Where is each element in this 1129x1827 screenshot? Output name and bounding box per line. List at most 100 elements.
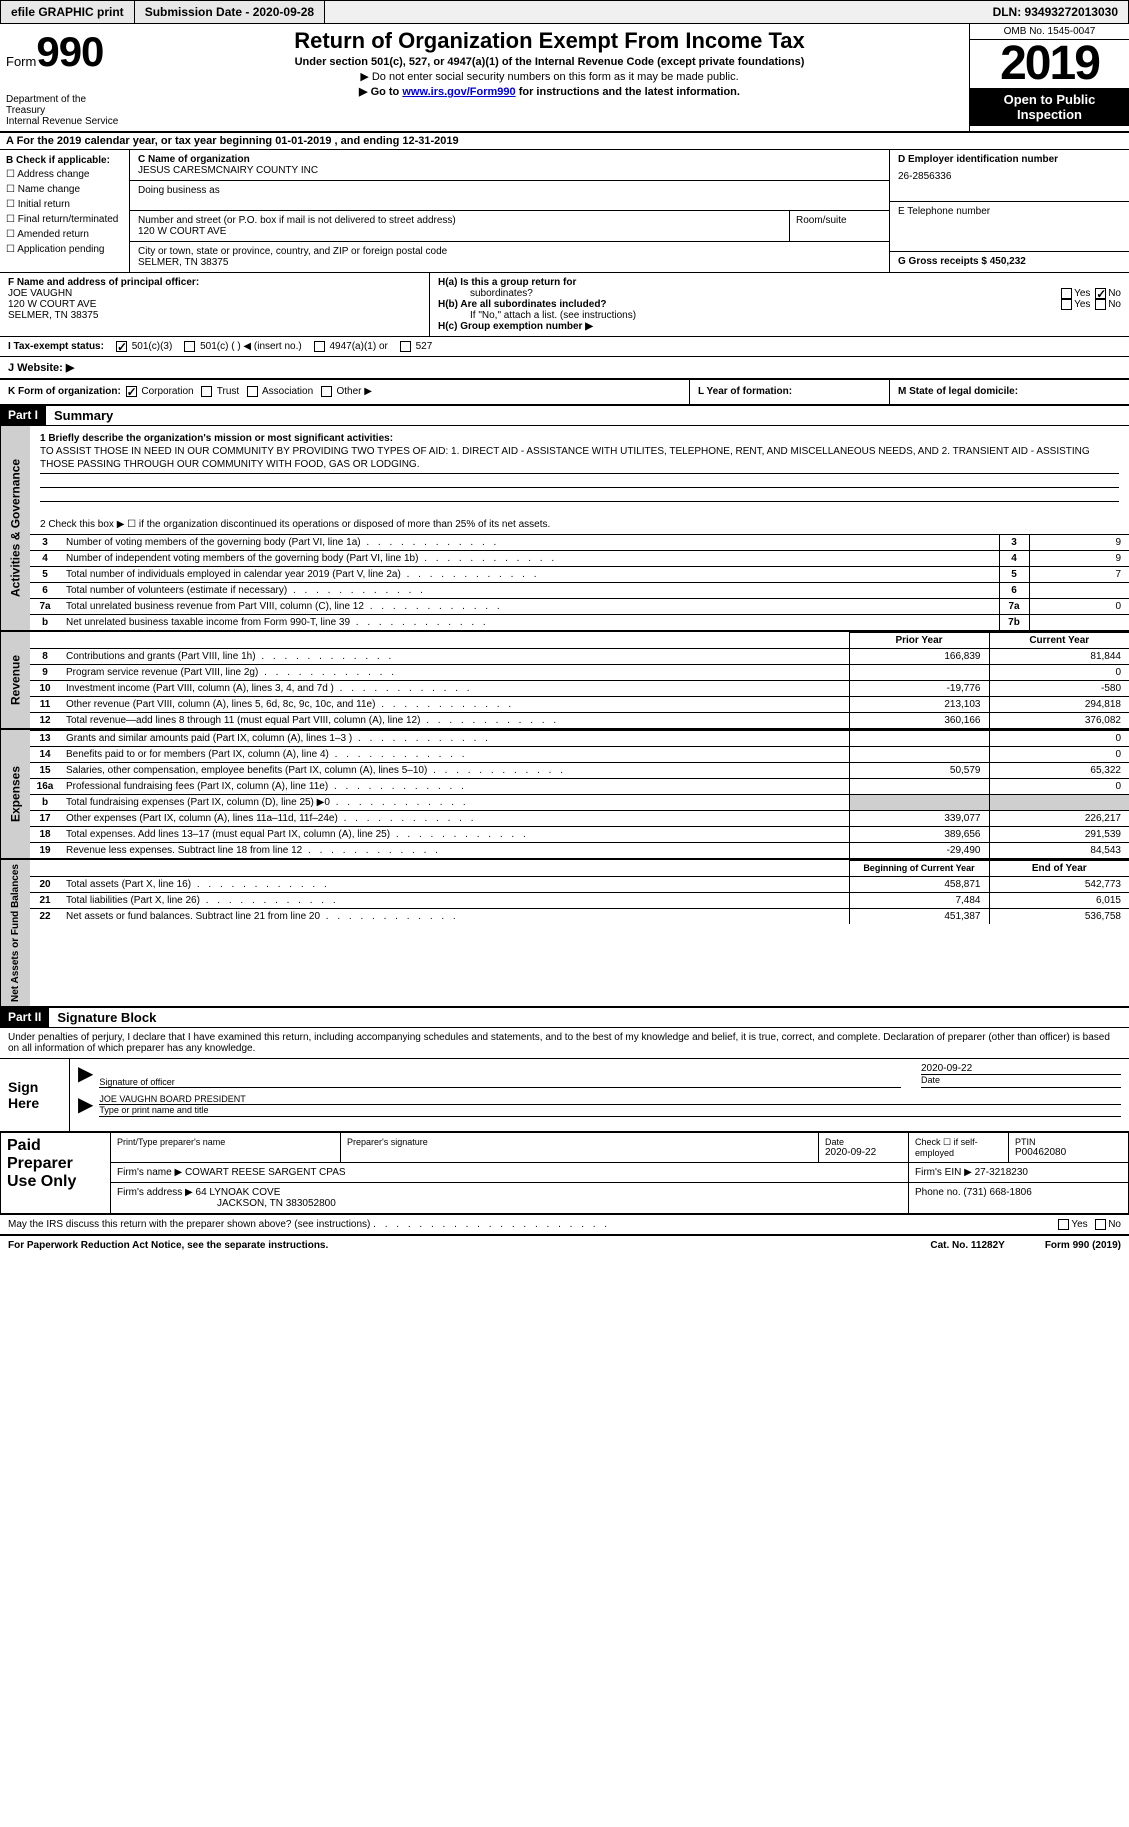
section-b: B Check if applicable: ☐ Address change … — [0, 150, 130, 272]
phone-value: (731) 668-1806 — [963, 1187, 1031, 1198]
hb-no: No — [1108, 299, 1121, 310]
b-opt-1[interactable]: ☐ Name change — [6, 183, 123, 197]
na-current-hdr: End of Year — [989, 860, 1129, 876]
prep-row-3: Firm's address ▶ 64 LYNOAK COVE JACKSON,… — [1, 1182, 1129, 1213]
expenses-table: 13Grants and similar amounts paid (Part … — [30, 730, 1129, 858]
chk-4947[interactable] — [314, 341, 325, 352]
prep-selfemp-cell[interactable]: Check ☐ if self-employed — [909, 1132, 1009, 1162]
part1-num: Part I — [0, 406, 46, 425]
netassets-table: Beginning of Current Year End of Year 20… — [30, 860, 1129, 924]
open-line1: Open to Public — [972, 92, 1127, 107]
k-label: K Form of organization: — [8, 387, 121, 398]
gov-row: 5Total number of individuals employed in… — [30, 566, 1129, 582]
k-other: Other ▶ — [336, 387, 371, 398]
netassets-body: Beginning of Current Year End of Year 20… — [30, 860, 1129, 1006]
part2-title: Signature Block — [49, 1008, 164, 1027]
footer-form-num: 990 — [1073, 1240, 1090, 1251]
lbl-501c3: 501(c)(3) — [132, 341, 173, 352]
footer: For Paperwork Reduction Act Notice, see … — [0, 1234, 1129, 1255]
b-opt-5[interactable]: ☐ Application pending — [6, 243, 123, 257]
org-name-box: C Name of organization JESUS CARESMCNAIR… — [130, 150, 889, 181]
firm-name-value: COWART REESE SARGENT CPAS — [185, 1167, 346, 1178]
b-opt-2[interactable]: ☐ Initial return — [6, 198, 123, 212]
k-assoc: Association — [262, 387, 313, 398]
prep-date-cell: Date 2020-09-22 — [819, 1132, 909, 1162]
ha-sub: subordinates? — [470, 288, 533, 299]
discuss-yesno: Yes No — [1056, 1219, 1121, 1230]
addr-box: Number and street (or P.O. box if mail i… — [130, 211, 889, 242]
identity-grid: B Check if applicable: ☐ Address change … — [0, 150, 1129, 273]
irs-link[interactable]: www.irs.gov/Form990 — [402, 86, 515, 98]
hb-yes: Yes — [1074, 299, 1090, 310]
prep-date-label: Date — [825, 1137, 902, 1147]
b-opt-4[interactable]: ☐ Amended return — [6, 228, 123, 242]
form-number: 990 — [36, 28, 103, 75]
form-prefix: Form — [6, 54, 36, 69]
status-501c3[interactable]: 501(c)(3) — [114, 341, 172, 352]
form-subtitle: Under section 501(c), 527, or 4947(a)(1)… — [138, 56, 961, 68]
signature-block: Under penalties of perjury, I declare th… — [0, 1028, 1129, 1234]
discuss-no-box[interactable] — [1095, 1219, 1106, 1230]
status-4947[interactable]: 4947(a)(1) or — [312, 341, 388, 352]
b-opt-3[interactable]: ☐ Final return/terminated — [6, 213, 123, 227]
prep-sig-cell: Preparer's signature — [341, 1132, 819, 1162]
form-title: Return of Organization Exempt From Incom… — [138, 28, 961, 54]
discuss-dots — [373, 1219, 610, 1230]
d-label: D Employer identification number — [898, 154, 1121, 165]
sig-name-value: JOE VAUGHN BOARD PRESIDENT — [99, 1094, 1121, 1104]
discuss-no: No — [1108, 1219, 1121, 1230]
firm-name-label: Firm's name ▶ — [117, 1167, 182, 1178]
mission-text: TO ASSIST THOSE IN NEED IN OUR COMMUNITY… — [40, 446, 1090, 470]
vtab-netassets: Net Assets or Fund Balances — [0, 860, 30, 1006]
section-k: K Form of organization: Corporation Trus… — [0, 380, 689, 403]
ha-yes-box[interactable] — [1061, 288, 1072, 299]
gov-row: bNet unrelated business taxable income f… — [30, 614, 1129, 630]
sig-date-field: 2020-09-22 Date — [921, 1061, 1121, 1088]
status-501c[interactable]: 501(c) ( ) ◀ (insert no.) — [182, 341, 301, 352]
firm-addr2: JACKSON, TN 383052800 — [217, 1198, 336, 1209]
dln: DLN: 93493272013030 — [983, 1, 1128, 23]
chk-501c3[interactable] — [116, 341, 127, 352]
sig-name-label: Type or print name and title — [99, 1104, 1121, 1115]
vtab-revenue: Revenue — [0, 632, 30, 728]
status-527[interactable]: 527 — [398, 341, 432, 352]
efile-btn[interactable]: efile GRAPHIC print — [1, 1, 135, 23]
b-opt-0[interactable]: ☐ Address change — [6, 168, 123, 182]
sig-officer-field[interactable]: Signature of officer — [99, 1061, 901, 1088]
fin-row: 8Contributions and grants (Part VIII, li… — [30, 648, 1129, 664]
preparer-table: Paid Preparer Use Only Print/Type prepar… — [0, 1132, 1129, 1214]
firm-addr-label: Firm's address ▶ — [117, 1187, 193, 1198]
ha-no-box[interactable] — [1095, 288, 1106, 299]
section-f: F Name and address of principal officer:… — [0, 273, 430, 336]
lbl-4947: 4947(a)(1) or — [329, 341, 387, 352]
governance-section: Activities & Governance 1 Briefly descri… — [0, 426, 1129, 632]
current-year-hdr: Current Year — [989, 632, 1129, 648]
prep-name-label: Print/Type preparer's name — [117, 1137, 334, 1147]
k-trust-box[interactable] — [201, 386, 212, 397]
hb-note: If "No," attach a list. (see instruction… — [470, 310, 1121, 321]
k-assoc-box[interactable] — [247, 386, 258, 397]
k-corp: Corporation — [141, 387, 193, 398]
discuss-row: May the IRS discuss this return with the… — [0, 1214, 1129, 1234]
chk-527[interactable] — [400, 341, 411, 352]
chk-501c[interactable] — [184, 341, 195, 352]
f-line3: SELMER, TN 38375 — [8, 310, 421, 321]
discuss-yes-box[interactable] — [1058, 1219, 1069, 1230]
form-header: Form990 Department of the Treasury Inter… — [0, 24, 1129, 133]
part1-title: Summary — [46, 406, 121, 425]
sig-name-field: JOE VAUGHN BOARD PRESIDENT Type or print… — [99, 1092, 1121, 1117]
sign-here-row: Sign Here ▶ Signature of officer 2020-09… — [0, 1059, 1129, 1132]
hc-row: H(c) Group exemption number ▶ — [438, 321, 1121, 332]
dba-box: Doing business as — [130, 181, 889, 211]
hb-yes-box[interactable] — [1061, 299, 1072, 310]
goto-pre: ▶ Go to — [359, 86, 402, 98]
k-corp-box[interactable] — [126, 386, 137, 397]
firm-addr1: 64 LYNOAK COVE — [196, 1187, 281, 1198]
k-other-box[interactable] — [321, 386, 332, 397]
section-l: L Year of formation: — [689, 380, 889, 403]
sig-officer-row: ▶ Signature of officer 2020-09-22 Date — [70, 1059, 1129, 1090]
prep-sig-label: Preparer's signature — [347, 1137, 812, 1147]
open-line2: Inspection — [972, 107, 1127, 122]
fin-header-row: Prior Year Current Year — [30, 632, 1129, 648]
footer-year: 2019 — [1095, 1240, 1117, 1251]
